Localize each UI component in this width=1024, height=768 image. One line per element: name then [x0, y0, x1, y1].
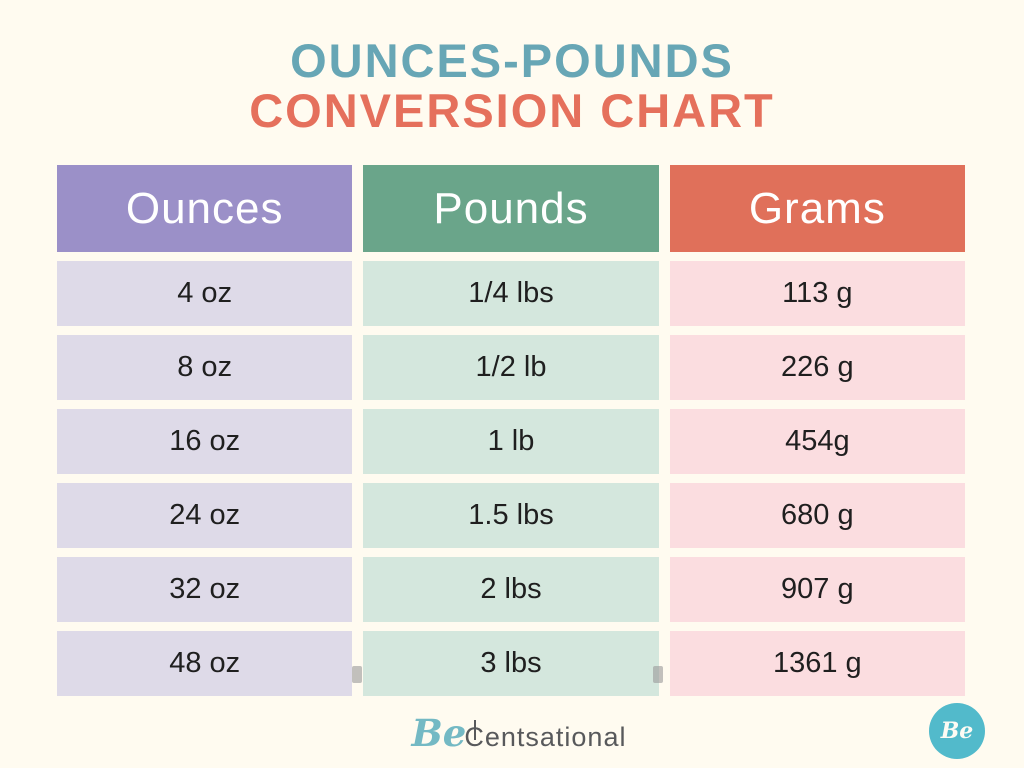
- page-title: OUNCES-POUNDS CONVERSION CHART: [0, 36, 1024, 136]
- table-cell-pounds: 1 lb: [363, 409, 659, 474]
- table-cell-pounds: 1.5 lbs: [363, 483, 659, 548]
- resize-handle-artifact: [352, 666, 362, 683]
- table-cell-grams: 1361 g: [669, 631, 965, 696]
- column-header-ounces: Ounces: [57, 165, 353, 252]
- table-cell-pounds: 1/4 lbs: [363, 261, 659, 326]
- resize-handle-artifact: [653, 666, 663, 683]
- table-cell-ounces: 48 oz: [57, 631, 353, 696]
- table-cell-ounces: 8 oz: [57, 335, 353, 400]
- column-header-grams: Grams: [669, 165, 965, 252]
- table-cell-grams: 454g: [669, 409, 965, 474]
- title-line-conversion-chart: CONVERSION CHART: [249, 84, 775, 137]
- table-cell-grams: 113 g: [669, 261, 965, 326]
- brand-centsational-text: Centsational: [464, 720, 627, 752]
- table-cell-grams: 680 g: [669, 483, 965, 548]
- brand-be-script: Be: [411, 710, 467, 755]
- table-cell-ounces: 32 oz: [57, 557, 353, 622]
- table-cell-ounces: 24 oz: [57, 483, 353, 548]
- brand-wordmark: Be Centsational: [411, 710, 627, 755]
- table-cell-ounces: 16 oz: [57, 409, 353, 474]
- table-cell-pounds: 1/2 lb: [363, 335, 659, 400]
- conversion-table: Ounces Pounds Grams 4 oz 1/4 lbs 113 g 8…: [57, 165, 965, 696]
- table-cell-grams: 226 g: [669, 335, 965, 400]
- column-header-pounds: Pounds: [363, 165, 659, 252]
- badge-be-monogram: Be: [940, 718, 974, 744]
- brand-rest-text: entsational: [484, 721, 627, 752]
- table-cell-grams: 907 g: [669, 557, 965, 622]
- table-cell-ounces: 4 oz: [57, 261, 353, 326]
- brand-footer: Be Centsational: [0, 703, 1024, 763]
- brand-logo-badge: Be: [929, 703, 985, 759]
- cent-sign-letter: C: [464, 720, 485, 752]
- table-cell-pounds: 2 lbs: [363, 557, 659, 622]
- title-line-ounces-pounds: OUNCES-POUNDS: [290, 34, 734, 87]
- table-cell-pounds: 3 lbs: [363, 631, 659, 696]
